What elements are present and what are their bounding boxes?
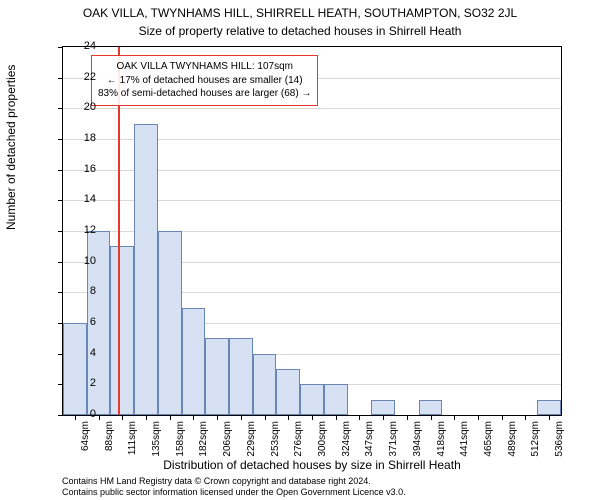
y-tick-label: 6 <box>90 316 96 328</box>
y-tick-mark <box>58 139 63 140</box>
chart-container: OAK VILLA, TWYNHAMS HILL, SHIRRELL HEATH… <box>0 0 600 500</box>
x-tick-mark <box>454 415 455 420</box>
y-tick-mark <box>58 200 63 201</box>
y-tick-mark <box>58 170 63 171</box>
x-tick-label: 418sqm <box>436 421 447 471</box>
attribution-line-1: Contains HM Land Registry data © Crown c… <box>62 476 562 487</box>
bar <box>229 338 253 415</box>
x-tick-label: 536sqm <box>554 421 565 471</box>
bar <box>63 323 87 415</box>
x-tick-mark <box>407 415 408 420</box>
gridline <box>63 108 561 109</box>
x-tick-label: 371sqm <box>388 421 399 471</box>
x-tick-mark <box>265 415 266 420</box>
x-tick-label: 229sqm <box>246 421 257 471</box>
annotation-box: OAK VILLA TWYNHAMS HILL: 107sqm← 17% of … <box>91 55 318 106</box>
x-tick-label: 206sqm <box>222 421 233 471</box>
x-tick-mark <box>431 415 432 420</box>
x-tick-mark <box>170 415 171 420</box>
bar <box>537 400 561 415</box>
y-tick-mark <box>58 108 63 109</box>
y-tick-label: 24 <box>84 40 96 52</box>
y-tick-label: 0 <box>90 408 96 420</box>
annotation-line: 83% of semi-detached houses are larger (… <box>98 87 311 101</box>
y-tick-label: 18 <box>84 132 96 144</box>
title-main: OAK VILLA, TWYNHAMS HILL, SHIRRELL HEATH… <box>0 6 600 20</box>
y-tick-mark <box>58 415 63 416</box>
x-tick-mark <box>99 415 100 420</box>
x-tick-label: 64sqm <box>80 421 91 471</box>
y-tick-label: 12 <box>84 224 96 236</box>
attribution: Contains HM Land Registry data © Crown c… <box>62 476 562 499</box>
annotation-line: ← 17% of detached houses are smaller (14… <box>98 74 311 88</box>
y-tick-mark <box>58 231 63 232</box>
x-tick-label: 111sqm <box>127 421 138 471</box>
bar <box>182 308 206 415</box>
x-tick-mark <box>75 415 76 420</box>
x-tick-label: 394sqm <box>412 421 423 471</box>
bar <box>324 384 348 415</box>
y-tick-mark <box>58 262 63 263</box>
y-tick-label: 20 <box>84 101 96 113</box>
x-tick-label: 512sqm <box>530 421 541 471</box>
x-tick-mark <box>193 415 194 420</box>
y-tick-label: 4 <box>90 347 96 359</box>
x-tick-label: 182sqm <box>198 421 209 471</box>
plot-area: OAK VILLA TWYNHAMS HILL: 107sqm← 17% of … <box>62 46 562 416</box>
bar <box>253 354 277 415</box>
x-tick-mark <box>312 415 313 420</box>
x-tick-mark <box>359 415 360 420</box>
y-tick-mark <box>58 78 63 79</box>
x-tick-mark <box>549 415 550 420</box>
y-tick-label: 2 <box>90 377 96 389</box>
bar <box>371 400 395 415</box>
x-tick-mark <box>146 415 147 420</box>
x-tick-label: 253sqm <box>270 421 281 471</box>
y-tick-label: 16 <box>84 163 96 175</box>
y-tick-label: 22 <box>84 71 96 83</box>
x-tick-label: 465sqm <box>483 421 494 471</box>
y-axis-label: Number of detached properties <box>4 65 18 230</box>
x-tick-mark <box>122 415 123 420</box>
bar <box>134 124 158 415</box>
y-tick-label: 8 <box>90 285 96 297</box>
x-tick-label: 276sqm <box>293 421 304 471</box>
x-tick-mark <box>502 415 503 420</box>
x-tick-label: 135sqm <box>151 421 162 471</box>
x-tick-label: 441sqm <box>459 421 470 471</box>
bar <box>419 400 443 415</box>
x-tick-mark <box>217 415 218 420</box>
x-tick-mark <box>478 415 479 420</box>
x-tick-mark <box>241 415 242 420</box>
x-tick-label: 88sqm <box>104 421 115 471</box>
bar <box>110 246 134 415</box>
x-tick-mark <box>336 415 337 420</box>
x-tick-mark <box>288 415 289 420</box>
attribution-line-2: Contains public sector information licen… <box>62 487 562 498</box>
x-tick-label: 347sqm <box>364 421 375 471</box>
x-tick-label: 158sqm <box>175 421 186 471</box>
annotation-line: OAK VILLA TWYNHAMS HILL: 107sqm <box>98 60 311 74</box>
bar <box>158 231 182 415</box>
y-tick-label: 10 <box>84 255 96 267</box>
x-tick-label: 324sqm <box>341 421 352 471</box>
title-sub: Size of property relative to detached ho… <box>0 24 600 38</box>
y-tick-label: 14 <box>84 193 96 205</box>
y-tick-mark <box>58 47 63 48</box>
bar <box>300 384 324 415</box>
bar <box>276 369 300 415</box>
x-tick-label: 300sqm <box>317 421 328 471</box>
x-tick-label: 489sqm <box>507 421 518 471</box>
y-tick-mark <box>58 292 63 293</box>
x-tick-mark <box>383 415 384 420</box>
x-tick-mark <box>525 415 526 420</box>
bar <box>205 338 229 415</box>
